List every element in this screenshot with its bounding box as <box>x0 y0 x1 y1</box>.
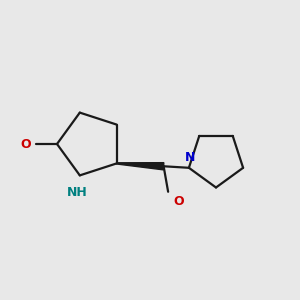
Text: NH: NH <box>66 186 87 199</box>
Text: O: O <box>173 195 184 208</box>
Text: O: O <box>20 137 31 151</box>
Text: N: N <box>185 151 196 164</box>
Polygon shape <box>117 163 164 170</box>
